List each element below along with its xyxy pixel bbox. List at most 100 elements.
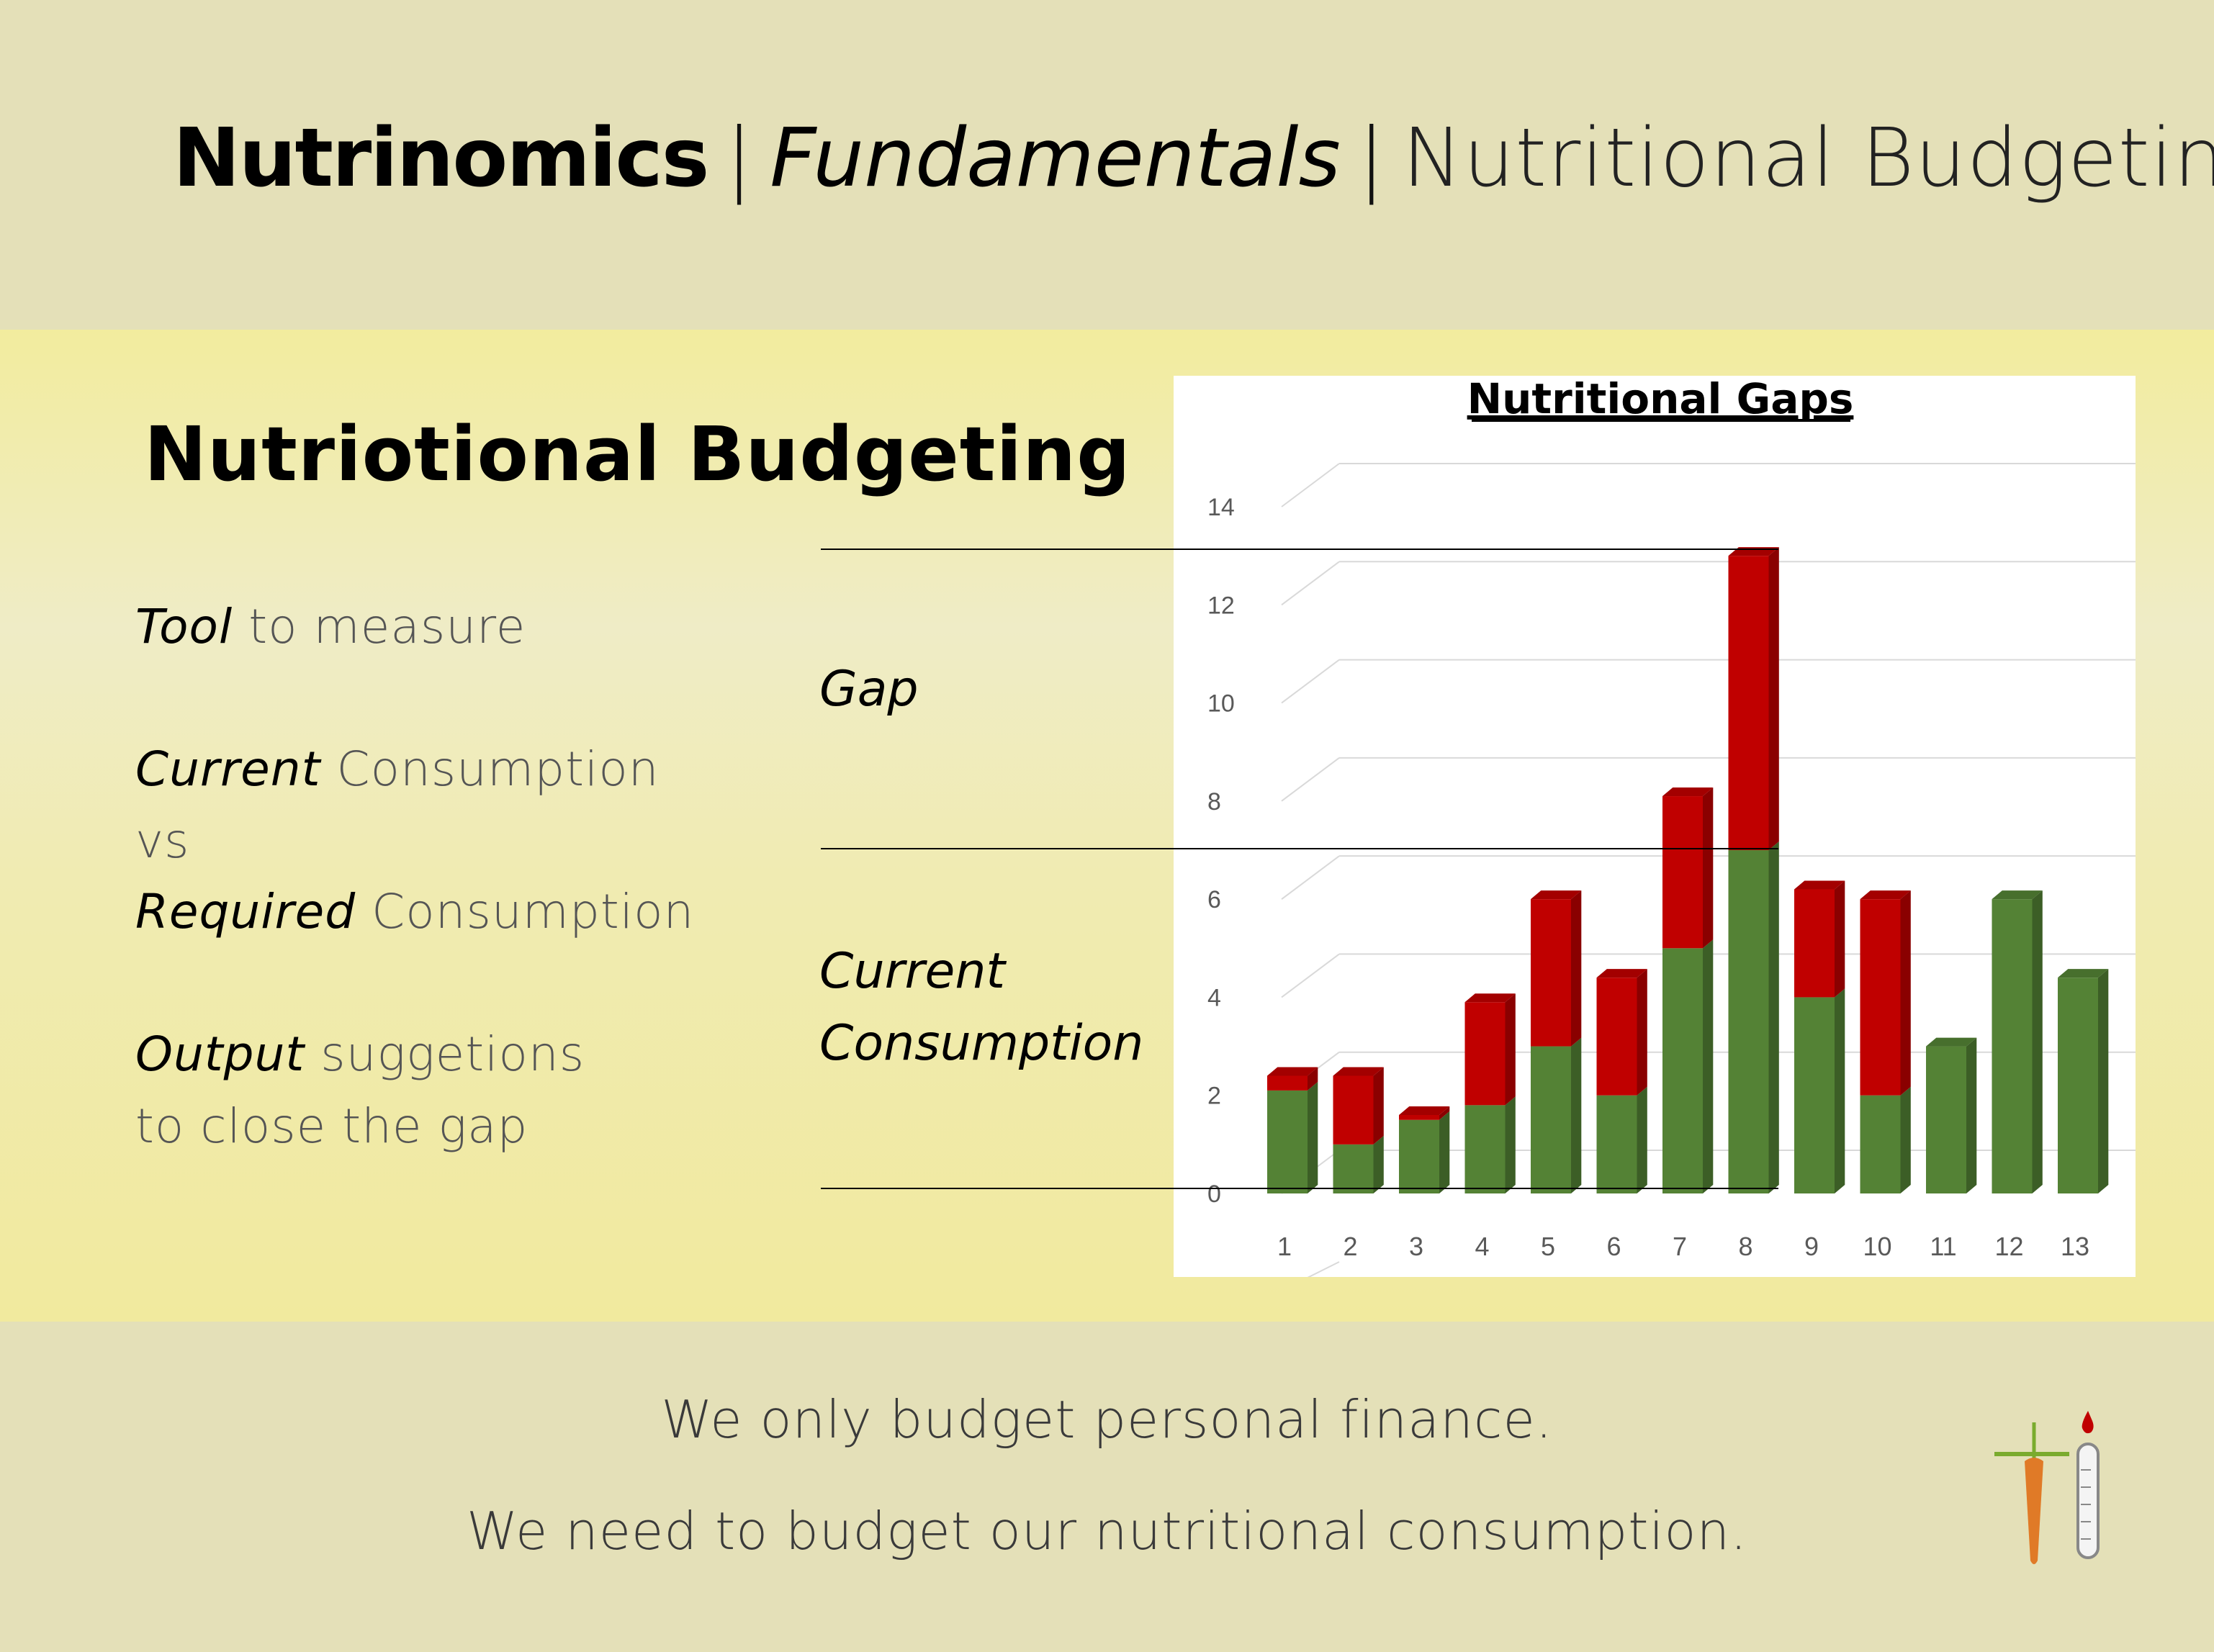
bar-current [1333, 1144, 1374, 1193]
bar-side [1308, 1081, 1318, 1193]
point-emphasis: Output [135, 1026, 305, 1082]
bar-top [1333, 1067, 1384, 1076]
bar-current [1531, 1046, 1571, 1193]
point-required: Required Consumption [135, 884, 694, 939]
bar-gap [1860, 899, 1901, 1096]
footer-line-1: We only budget personal finance. [661, 1389, 1553, 1450]
x-tick-label: 11 [1930, 1232, 1956, 1261]
x-tick-label: 4 [1475, 1232, 1489, 1261]
bar-top [1399, 1106, 1450, 1115]
point-emphasis: Tool [135, 599, 233, 654]
bar-gap [1333, 1075, 1374, 1145]
title-topic: Nutritional Budgeting [1402, 112, 2214, 205]
point-text: vs [135, 813, 190, 869]
bar-side [1835, 988, 1845, 1193]
title-separator-2: | [1357, 112, 1385, 205]
point-tool: Tool to measure [135, 599, 526, 654]
bar-current [1596, 1095, 1637, 1193]
grid-line-back [1281, 855, 1340, 900]
bar-current [2058, 978, 2098, 1193]
bar-current [1399, 1119, 1439, 1193]
bar-side [1637, 1086, 1647, 1193]
floor-edge [1307, 1261, 1340, 1277]
bar-top [1267, 1067, 1318, 1076]
bar-side [1900, 1086, 1911, 1193]
point-close-gap: to close the gap [135, 1098, 528, 1154]
point-current: Current Consumption [135, 741, 660, 797]
bar-side [1505, 993, 1516, 1106]
bar-side [1373, 1067, 1384, 1145]
chart-title: Nutritional Gaps [1467, 376, 1854, 423]
bar-gap [1794, 889, 1835, 998]
x-tick-label: 3 [1409, 1232, 1423, 1261]
point-output: Output suggetions [135, 1026, 585, 1082]
x-tick-label: 7 [1673, 1232, 1687, 1261]
bar-side [1703, 939, 1714, 1193]
grid-line-back [1281, 463, 1340, 507]
nutritional-gaps-chart: 0 2 4 6 8 10 12 14 1 2 3 4 5 6 7 8 9 10 11 12 13 Nutritional … [1174, 376, 2136, 1277]
grid-line-back [1281, 561, 1340, 606]
grid-line-back [1281, 659, 1340, 704]
y-tick-label: 0 [1207, 1181, 1221, 1208]
point-emphasis: Required [135, 884, 356, 939]
bar-top [1794, 880, 1845, 890]
current-label-line2: Consumption [819, 1015, 1144, 1072]
point-text: Consumption [320, 741, 660, 797]
x-tick-label: 6 [1606, 1232, 1621, 1261]
gap-label: Gap [819, 661, 919, 718]
point-text: to close the gap [135, 1098, 528, 1154]
bar-side [1835, 880, 1845, 998]
bar-side [1505, 1096, 1516, 1193]
bar-gap [1464, 1002, 1506, 1106]
bar-gap [1267, 1075, 1308, 1091]
x-tick-label: 12 [1994, 1232, 2023, 1261]
y-tick-label: 4 [1207, 984, 1221, 1011]
bar-top [1596, 969, 1647, 978]
bar-gap [1662, 796, 1703, 949]
x-tick-label: 10 [1863, 1232, 1891, 1261]
x-tick-label: 9 [1804, 1232, 1819, 1261]
guide-line-bottom [821, 1188, 1778, 1189]
bar-current [1794, 997, 1835, 1193]
grid-line-back [1281, 757, 1340, 802]
bar-current [1860, 1095, 1901, 1193]
point-vs: vs [135, 813, 189, 869]
bar-side [1703, 787, 1714, 949]
point-text: suggetions [305, 1026, 585, 1082]
bar-top [2058, 969, 2109, 978]
x-tick-label: 5 [1541, 1232, 1555, 1261]
bar-gap [1728, 556, 1769, 850]
brand-name: Nutrinomics [173, 112, 709, 205]
bar-side [1900, 890, 1911, 1096]
bar-current [1267, 1090, 1308, 1193]
nutrinomics-logo-icon [1994, 1411, 2100, 1564]
bar-top [1860, 890, 1911, 900]
y-tick-label: 8 [1207, 788, 1221, 816]
bar-side [1637, 969, 1647, 1096]
bar-top [1662, 787, 1714, 797]
current-label-line1: Current [819, 943, 1006, 1000]
bar-current [1992, 899, 2033, 1193]
bar-top [1464, 993, 1516, 1003]
y-tick-label: 10 [1207, 690, 1235, 718]
bar-side [2032, 890, 2043, 1193]
bar-gap [1596, 978, 1637, 1096]
title-subtitle: Fundamentals [770, 112, 1341, 205]
x-tick-label: 8 [1738, 1232, 1752, 1261]
y-tick-label: 6 [1207, 886, 1221, 913]
x-tick-label: 2 [1343, 1232, 1357, 1261]
bar-gap [1531, 899, 1571, 1047]
bar-current [1464, 1105, 1506, 1193]
grid-line-back [1281, 953, 1340, 998]
bar-top [1926, 1037, 1977, 1047]
bar-gap [1399, 1114, 1439, 1120]
section-title: Nutriotional Budgeting [144, 410, 1131, 498]
bar-current [1662, 948, 1703, 1193]
footer-line-2: We need to budget our nutritional consum… [466, 1501, 1748, 1561]
bar-side [1571, 1037, 1582, 1193]
point-emphasis: Current [135, 741, 321, 797]
bar-top [1992, 890, 2043, 900]
bar-top [1531, 890, 1582, 900]
point-text: Consumption [356, 884, 695, 939]
